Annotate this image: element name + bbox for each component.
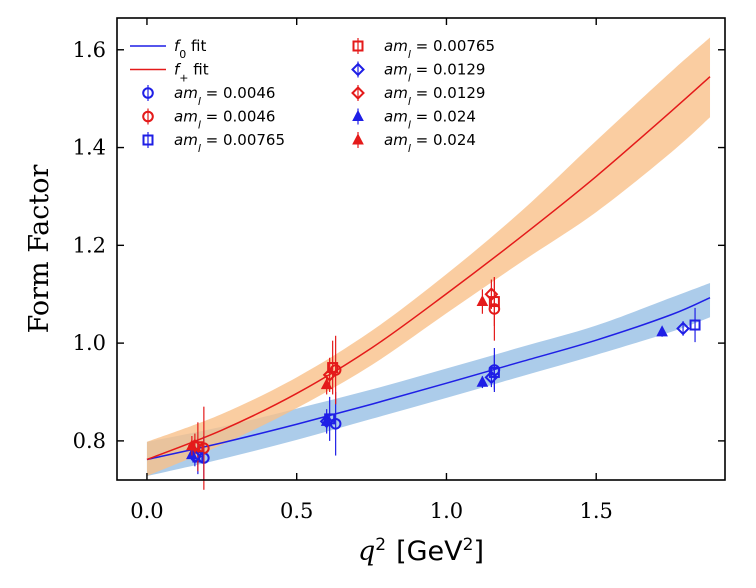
fit-bands (146, 37, 711, 477)
axis-tick-labels: 0.0 0.5 1.0 1.5 0.8 1.0 1.2 1.4 1.6 (73, 38, 613, 523)
legend-square-marker (352, 40, 364, 52)
data-point (186, 436, 198, 456)
x-axis-title: q2 [GeV2] (358, 535, 484, 567)
triangle-marker (320, 414, 333, 426)
y-tick-label: 1.6 (73, 38, 106, 62)
data-point (320, 374, 333, 395)
data-point (656, 325, 668, 337)
data-point (689, 307, 701, 343)
legend-circle-marker (142, 110, 154, 123)
data-point (476, 289, 489, 314)
legend-circle-marker (142, 87, 154, 99)
legend-entry: aml = 0.0129 (351, 61, 485, 85)
data-point (476, 375, 489, 389)
axis-ticks (117, 18, 725, 480)
legend-entry: aml = 0.0129 (351, 84, 485, 108)
legend-diamond-marker (351, 86, 365, 100)
legend-entry: aml = 0.00765 (142, 131, 285, 155)
square-marker (689, 319, 701, 331)
diamond-marker (484, 287, 499, 302)
legend-triangle-marker (352, 109, 364, 121)
triangle-marker (320, 378, 333, 390)
triangle-marker (186, 439, 198, 451)
triangle-marker (476, 294, 489, 307)
legend-label: aml = 0.0129 (384, 84, 485, 108)
diamond-marker (676, 321, 690, 336)
data-point (676, 321, 690, 336)
y-axis-title: Form Factor (24, 165, 55, 334)
legend-label: aml = 0.00765 (384, 37, 495, 61)
y-tick-label: 1.2 (73, 233, 106, 257)
y-tick-label: 1.4 (73, 136, 106, 160)
legend-square-marker (142, 134, 154, 146)
band-fplus (146, 37, 711, 477)
legend-entry: aml = 0.024 (352, 108, 476, 132)
legend-label: aml = 0.0046 (174, 84, 275, 108)
fit-line-f0 (146, 296, 711, 461)
legend-label: aml = 0.024 (384, 131, 476, 155)
x-tick-label: 0.0 (130, 499, 163, 523)
fit-line-fplus (146, 76, 711, 461)
legend-label: f+ fit (174, 61, 209, 85)
legend-entry: aml = 0.024 (352, 131, 476, 155)
legend-entry: aml = 0.00765 (352, 37, 495, 61)
x-tick-label: 0.5 (280, 499, 313, 523)
triangle-marker (656, 325, 668, 337)
legend-label: aml = 0.024 (384, 108, 476, 132)
x-tick-label: 1.5 (580, 499, 613, 523)
x-tick-label: 1.0 (430, 499, 463, 523)
y-tick-label: 0.8 (73, 429, 106, 453)
data-point (484, 279, 499, 309)
data-point (320, 414, 333, 429)
legend-label: aml = 0.00765 (174, 131, 285, 155)
diamond-marker (484, 370, 499, 385)
legend-entry: f0 fit (130, 37, 206, 61)
plot-frame (116, 17, 726, 481)
data-points (186, 277, 701, 490)
legend-entry: aml = 0.0046 (142, 108, 275, 132)
y-tick-label: 1.0 (73, 331, 106, 355)
legend-label: aml = 0.0129 (384, 61, 485, 85)
band-f0 (146, 282, 711, 477)
fit-lines (146, 76, 711, 461)
legend-label: f0 fit (174, 37, 206, 61)
triangle-marker (476, 375, 489, 387)
diamond-marker (322, 367, 337, 382)
legend-label: aml = 0.0046 (174, 108, 275, 132)
legend-entry: f+ fit (130, 61, 209, 85)
legend-triangle-marker (352, 133, 364, 145)
legend-diamond-marker (351, 62, 365, 77)
legend-entry: aml = 0.0046 (142, 84, 275, 108)
data-point (484, 367, 499, 388)
